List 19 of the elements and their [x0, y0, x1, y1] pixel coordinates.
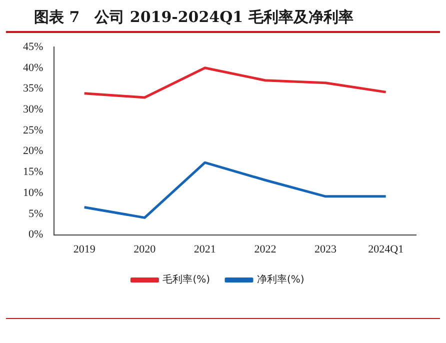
- y-tick-label: 25%: [22, 124, 44, 136]
- y-tick-label: 45%: [22, 40, 44, 53]
- y-tick-label: 35%: [22, 82, 44, 95]
- x-tick-label: 2024Q1: [368, 243, 404, 256]
- y-tick-label: 40%: [22, 62, 44, 74]
- x-tick-label: 2020: [134, 243, 156, 256]
- y-tick-label: 15%: [22, 166, 44, 178]
- x-tick-label: 2023: [314, 243, 338, 256]
- y-tick-label: 30%: [22, 103, 44, 116]
- chart-title: 图表 7 公司 2019-2024Q1 毛利率及净利率: [6, 0, 440, 33]
- y-tick-label: 20%: [22, 145, 44, 158]
- legend-label: 毛利率(%): [162, 274, 210, 286]
- x-tick-label: 2019: [73, 243, 96, 256]
- y-tick-label: 5%: [28, 208, 44, 220]
- x-tick-label: 2021: [194, 243, 216, 256]
- x-tick-label: 2022: [254, 243, 276, 256]
- legend-label: 净利率(%): [257, 274, 304, 286]
- y-tick-label: 0%: [28, 228, 44, 241]
- y-tick-label: 10%: [22, 186, 44, 199]
